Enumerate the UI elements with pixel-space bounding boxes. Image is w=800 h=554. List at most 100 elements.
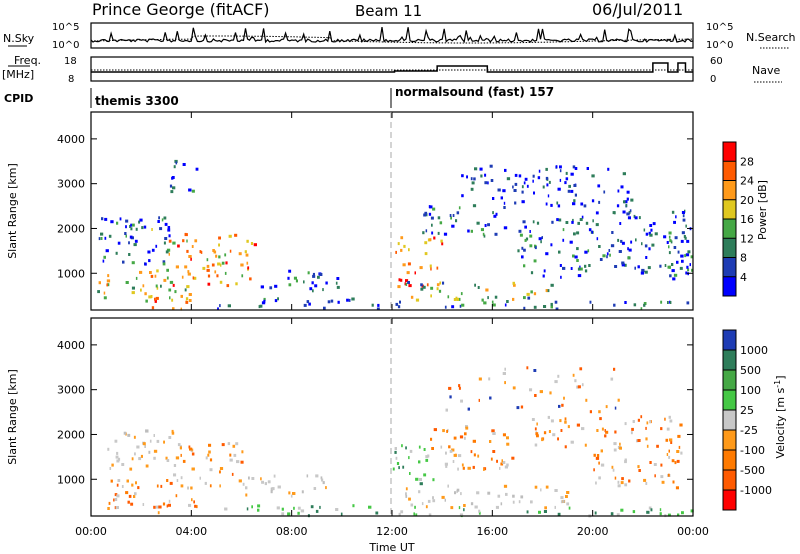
data-cell	[529, 244, 533, 248]
data-cell	[251, 477, 255, 480]
data-cell	[446, 429, 448, 433]
data-cell	[277, 297, 279, 301]
data-cell	[171, 176, 174, 180]
data-cell	[116, 459, 120, 463]
data-cell	[125, 281, 129, 284]
data-cell	[523, 296, 526, 300]
data-cell	[492, 432, 496, 435]
data-cell	[105, 249, 109, 253]
data-cell	[630, 431, 633, 435]
data-cell	[309, 287, 313, 291]
data-cell	[527, 296, 531, 300]
data-cell	[250, 242, 254, 245]
data-cell	[221, 443, 225, 447]
data-cell	[180, 453, 182, 457]
data-cell	[171, 298, 174, 302]
data-cell	[614, 406, 617, 410]
data-cell	[98, 237, 101, 241]
data-cell	[568, 184, 571, 188]
data-cell	[141, 226, 144, 230]
data-cell	[681, 211, 685, 214]
data-cell	[524, 238, 527, 242]
data-cell	[400, 236, 404, 240]
data-cell	[473, 177, 476, 181]
data-cell	[392, 467, 395, 471]
data-cell	[549, 391, 552, 395]
data-cell	[335, 508, 339, 511]
data-cell	[407, 262, 411, 266]
data-cell	[672, 277, 676, 281]
data-cell	[246, 261, 249, 265]
data-cell	[405, 279, 409, 283]
data-cell	[540, 240, 542, 244]
data-cell	[521, 200, 525, 204]
data-cell	[260, 477, 262, 481]
data-cell	[173, 473, 177, 477]
data-cell	[424, 252, 428, 256]
data-cell	[617, 189, 620, 193]
colorbar-swatch	[723, 142, 736, 162]
data-cell	[452, 214, 455, 217]
data-cell	[564, 420, 567, 424]
data-cell	[418, 490, 421, 494]
data-cell	[596, 237, 599, 241]
data-cell	[667, 473, 670, 477]
data-cell	[151, 306, 155, 310]
data-cell	[103, 291, 106, 295]
data-cell	[492, 303, 496, 307]
data-cell	[122, 260, 125, 264]
data-cell	[444, 305, 447, 309]
data-cell	[246, 239, 249, 243]
data-cell	[153, 505, 156, 509]
data-cell	[566, 502, 570, 506]
data-cell	[395, 302, 399, 306]
data-cell	[503, 484, 508, 488]
cpid-segment-2: normalsound (fast) 157	[395, 85, 554, 99]
data-cell	[473, 453, 476, 457]
velocity-colorbar: 1000 500 100 25 -25 -100 -500 -1000	[722, 329, 772, 511]
data-cell	[687, 250, 691, 254]
data-cell	[627, 256, 630, 260]
data-cell	[438, 289, 442, 293]
data-cell	[674, 236, 678, 240]
data-cell	[436, 287, 439, 291]
data-cell	[430, 437, 433, 441]
power-scatter	[97, 159, 693, 311]
power-frame	[90, 111, 694, 311]
colorbar-frame	[722, 329, 737, 511]
data-cell	[681, 259, 684, 263]
data-cell	[429, 238, 432, 242]
data-cell	[174, 290, 177, 294]
data-cell	[504, 367, 506, 371]
data-cell	[679, 266, 683, 270]
data-cell	[518, 500, 521, 504]
data-cell	[690, 509, 694, 513]
data-cell	[397, 285, 401, 289]
data-cell	[596, 429, 599, 432]
data-cell	[313, 487, 317, 490]
data-cell	[629, 209, 632, 213]
data-cell	[470, 177, 473, 181]
data-cell	[410, 295, 414, 299]
data-cell	[632, 420, 635, 423]
data-cell	[669, 265, 671, 269]
data-cell	[506, 463, 509, 467]
data-cell	[157, 220, 160, 223]
data-cell	[151, 228, 153, 231]
data-cell	[375, 511, 379, 515]
data-cell	[487, 181, 489, 185]
data-cell	[687, 268, 690, 272]
data-cell	[204, 481, 207, 485]
data-cell	[206, 264, 210, 268]
data-cell	[605, 405, 608, 409]
data-cell	[195, 167, 199, 171]
data-cell	[579, 265, 581, 269]
data-cell	[669, 438, 673, 442]
data-cell	[669, 419, 673, 423]
data-cell	[423, 448, 426, 451]
data-cell	[677, 513, 680, 517]
data-cell	[622, 172, 626, 176]
data-cell	[165, 456, 168, 460]
data-cell	[576, 247, 579, 251]
data-cell	[163, 440, 165, 444]
